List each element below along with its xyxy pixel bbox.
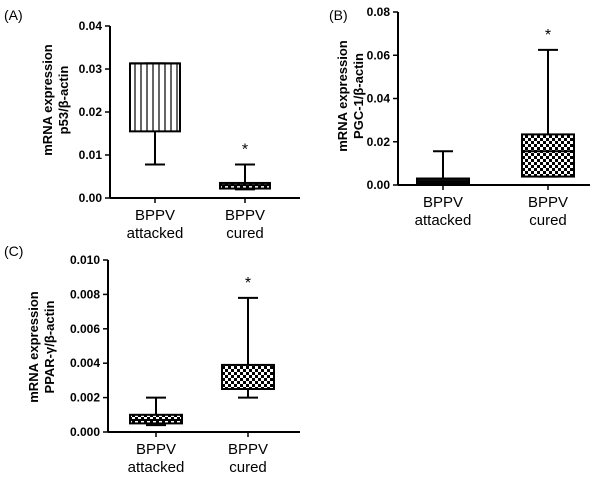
plot-area: 0.000.020.040.060.08BPPVattacked*BPPVcur…	[367, 5, 590, 229]
y-axis-title-line2: PPAR-γ/β-actin	[42, 300, 57, 393]
y-tick-label: 0.04	[367, 92, 391, 106]
y-tick-label: 0.00	[367, 178, 391, 192]
y-tick-label: 0.02	[367, 135, 391, 149]
y-tick-label: 0.00	[79, 191, 103, 205]
y-axis-title-line1: mRNA expression	[26, 291, 41, 403]
box	[221, 363, 275, 391]
significance-marker: *	[242, 141, 248, 158]
y-tick-label: 0.000	[70, 425, 100, 439]
y-tick-label: 0.008	[70, 287, 100, 301]
y-axis-title-line1: mRNA expression	[335, 40, 350, 152]
category-label-line2: attacked	[128, 459, 185, 476]
significance-marker: *	[245, 275, 251, 292]
category-label-line2: attacked	[127, 225, 184, 242]
y-tick-label: 0.002	[70, 391, 100, 405]
y-axis-title: mRNA expression PPAR-γ/β-actin	[26, 291, 57, 403]
y-tick-label: 0.04	[79, 19, 103, 33]
panel-b: (B) mRNA expression PGC-1/β-actin 0.00 0.…	[329, 5, 590, 229]
y-axis-title-line2: PGC-1/β-actin	[351, 53, 366, 139]
box	[129, 62, 181, 133]
panel-label: (A)	[4, 7, 23, 23]
box	[521, 133, 575, 178]
y-tick-label: 0.02	[79, 105, 103, 119]
plot-area: 0.000.010.020.030.04BPPVattacked*BPPVcur…	[79, 19, 300, 242]
category-label-line2: cured	[229, 459, 267, 476]
y-axis-title: mRNA expression PGC-1/β-actin	[335, 40, 366, 152]
category-label-line1: BPPV	[423, 194, 463, 211]
significance-marker: *	[545, 27, 551, 44]
y-tick-label: 0.006	[70, 322, 100, 336]
category-label-line1: BPPV	[528, 194, 568, 211]
y-axis-title-line1: mRNA expression	[40, 44, 55, 156]
y-tick-label: 0.01	[79, 148, 103, 162]
plot-area: 0.0000.0020.0040.0060.0080.010BPPVattack…	[70, 253, 300, 476]
y-axis-title-line2: p53/β-actin	[56, 66, 71, 135]
y-tick-label: 0.03	[79, 62, 103, 76]
category-label-line2: cured	[529, 212, 567, 229]
y-tick-label: 0.004	[70, 356, 100, 370]
category-label-line1: BPPV	[225, 207, 265, 224]
panel-c: (C) mRNA expression PPAR-γ/β-actin 0.000…	[4, 243, 300, 476]
category-label-line1: BPPV	[136, 441, 176, 458]
category-label-line2: cured	[226, 225, 264, 242]
y-axis-title: mRNA expression p53/β-actin	[40, 44, 71, 156]
panel-label: (B)	[329, 7, 348, 23]
panel-label: (C)	[4, 243, 23, 259]
category-label-line1: BPPV	[135, 207, 175, 224]
panel-a: (A) mRNA expression p53/β-actin 0.00 0.01…	[4, 7, 300, 242]
y-tick-label: 0.010	[70, 253, 100, 267]
y-tick-label: 0.06	[367, 48, 391, 62]
category-label-line2: attacked	[415, 212, 472, 229]
y-tick-label: 0.08	[367, 5, 391, 19]
category-label-line1: BPPV	[228, 441, 268, 458]
